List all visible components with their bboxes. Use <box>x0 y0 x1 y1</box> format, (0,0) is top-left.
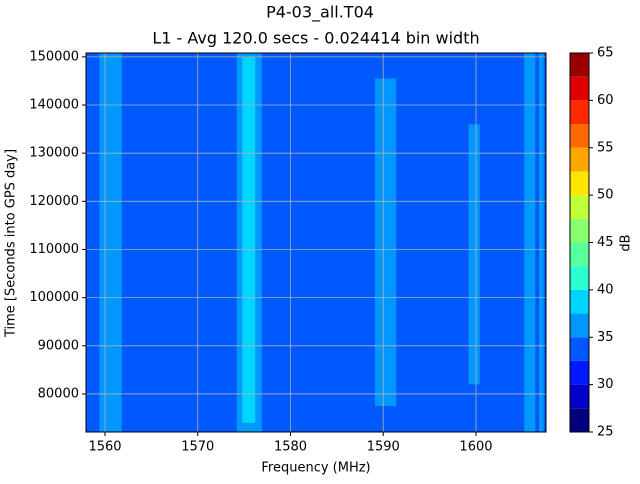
y-tick-label: 140000 <box>29 98 79 113</box>
heatmap-cell <box>242 56 256 423</box>
x-tick-label: 1560 <box>88 440 121 455</box>
heatmap-cell <box>539 53 544 432</box>
y-tick-label: 120000 <box>29 194 79 209</box>
y-tick-label: 130000 <box>29 146 79 161</box>
colorbar-tick-label: 60 <box>597 93 614 108</box>
colorbar-tick-label: 25 <box>597 425 614 440</box>
colorbar-segment <box>570 289 589 314</box>
heatmap-cell <box>374 78 397 406</box>
colorbar-segment <box>570 195 589 219</box>
y-tick-label: 80000 <box>38 386 79 401</box>
colorbar-segment <box>570 171 589 196</box>
colorbar-tick-label: 40 <box>597 282 614 297</box>
colorbar-segment <box>570 408 589 432</box>
colorbar-segment <box>570 384 589 409</box>
x-axis-label: Frequency (MHz) <box>261 461 370 476</box>
y-tick-label: 110000 <box>29 242 79 257</box>
colorbar-tick-label: 55 <box>597 140 614 155</box>
plot-frame <box>85 52 547 433</box>
colorbar-segment <box>570 337 589 361</box>
colorbar-segment <box>570 53 589 77</box>
heatmap-cell <box>468 124 480 385</box>
colorbar-segment <box>570 100 589 125</box>
x-tick-label: 1600 <box>459 440 492 455</box>
chart-subtitle: L1 - Avg 120.0 secs - 0.024414 bin width <box>152 29 479 48</box>
y-tick-label: 150000 <box>29 49 79 64</box>
colorbar-segment <box>570 124 589 148</box>
colorbar-tick-label: 35 <box>597 330 614 345</box>
y-tick-label: 90000 <box>38 338 79 353</box>
colorbar-frame <box>569 52 590 433</box>
colorbar-segment <box>570 76 589 101</box>
colorbar-tick-label: 45 <box>597 235 614 250</box>
colorbar-label: dB <box>619 234 634 251</box>
x-tick-label: 1570 <box>181 440 214 455</box>
y-axis-label: Time [Seconds into GPS day] <box>4 149 19 338</box>
colorbar-segment <box>570 218 589 243</box>
colorbar-tick-label: 50 <box>597 188 614 203</box>
chart-title: P4-03_all.T04 <box>266 3 374 23</box>
colorbar-segment <box>570 266 589 290</box>
colorbar-tick-label: 30 <box>597 377 614 392</box>
y-tick-label: 100000 <box>29 290 79 305</box>
x-tick-label: 1580 <box>274 440 307 455</box>
heatmap-cell <box>524 53 536 432</box>
colorbar-segment <box>570 147 589 172</box>
colorbar-segment <box>570 360 589 385</box>
colorbar-segment <box>570 242 589 267</box>
colorbar-tick-label: 65 <box>597 46 614 61</box>
x-tick-label: 1590 <box>367 440 400 455</box>
heatmap-cell <box>99 53 122 432</box>
colorbar-segment <box>570 313 589 338</box>
